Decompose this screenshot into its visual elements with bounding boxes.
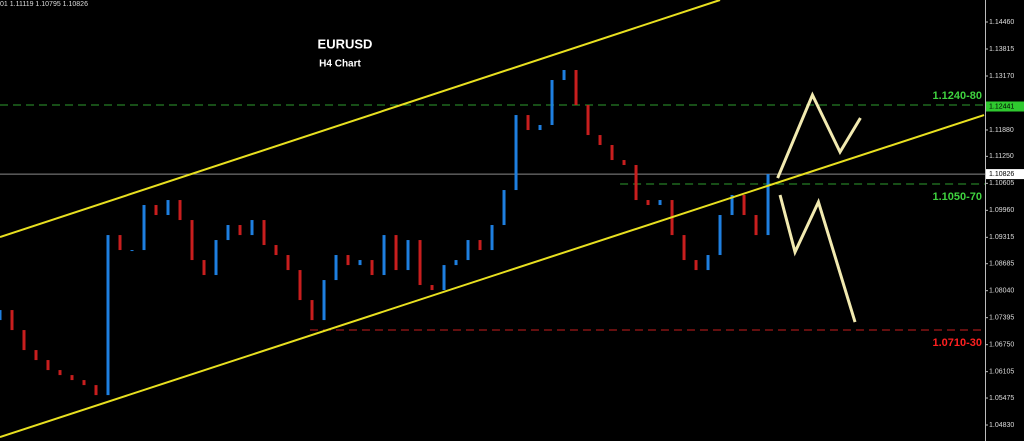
candle-body (658, 200, 662, 206)
candle-body (454, 260, 458, 266)
candle-body (466, 240, 470, 261)
level-label: 1.1050-70 (932, 191, 982, 203)
y-tick-label: 1.06105 (989, 369, 1014, 376)
candle-body (586, 104, 590, 136)
candle-body (706, 255, 710, 271)
candle-body (274, 245, 278, 256)
candle-body (118, 235, 122, 251)
candle-body (214, 240, 218, 276)
candle-body (742, 195, 746, 216)
candle-body (226, 225, 230, 241)
projection-path (778, 194, 857, 323)
candle-body (754, 215, 758, 236)
candle-body (490, 225, 494, 251)
candle-body (766, 174, 770, 236)
candle-body (34, 350, 38, 361)
candle-body (562, 70, 566, 81)
trendline (0, 0, 721, 238)
price-label-box (986, 101, 1024, 112)
candle-body (202, 260, 206, 276)
y-tick-label: 1.11250 (989, 153, 1014, 160)
candle-body (346, 255, 350, 266)
candle-body (334, 255, 338, 281)
candle-body (190, 220, 194, 261)
candle-body (622, 160, 626, 166)
y-tick-label: 1.11880 (989, 127, 1014, 134)
candle-body (82, 380, 86, 386)
candle-body (250, 220, 254, 236)
candle-body (634, 165, 638, 201)
candle-body (130, 250, 134, 252)
chart-title: EURUSD (318, 36, 373, 51)
y-tick-label: 1.08685 (989, 261, 1014, 268)
candle-body (550, 80, 554, 126)
candle-body (358, 260, 362, 266)
candle-body (574, 70, 578, 105)
candle-body (430, 285, 434, 291)
y-tick-label: 1.05475 (989, 395, 1014, 402)
candle-body (238, 225, 242, 236)
candle-body (322, 280, 326, 321)
candle-body (406, 240, 410, 271)
candle-body (394, 235, 398, 271)
candle-body (58, 370, 62, 376)
candle-body (730, 195, 734, 216)
candle-body (166, 200, 170, 216)
candle-body (46, 360, 50, 371)
candle-body (418, 240, 422, 286)
price-label-box (986, 169, 1024, 180)
projection-path (776, 91, 862, 179)
chart-subtitle: H4 Chart (319, 59, 361, 70)
y-tick-label: 1.06750 (989, 342, 1014, 349)
level-label: 1.1240-80 (932, 90, 982, 102)
candle-body (718, 215, 722, 256)
candle-body (298, 270, 302, 301)
candle-body (0, 310, 2, 321)
candle-body (370, 260, 374, 276)
price-label: 1.10826 (989, 171, 1014, 178)
candle-body (262, 220, 266, 246)
candle-body (646, 200, 650, 206)
candle-body (382, 235, 386, 276)
candle-body (538, 125, 542, 131)
y-tick-label: 1.10605 (989, 180, 1014, 187)
info-text: 01 1.11119 1.10795 1.10826 (0, 1, 88, 8)
candle-body (598, 135, 602, 146)
price-label: 1.12441 (989, 103, 1014, 110)
candle-body (442, 265, 446, 291)
candle-body (22, 330, 26, 351)
candle-body (106, 235, 110, 396)
candle-body (526, 115, 530, 131)
candle-body (682, 235, 686, 261)
trendline (0, 114, 985, 439)
candle-body (10, 310, 14, 331)
y-tick-label: 1.08040 (989, 288, 1014, 295)
y-tick-label: 1.09960 (989, 207, 1014, 214)
candle-body (178, 200, 182, 221)
candle-body (70, 375, 74, 381)
candle-body (94, 385, 98, 396)
candle-body (694, 260, 698, 271)
level-label: 1.0710-30 (932, 337, 982, 349)
candle-body (286, 255, 290, 271)
y-tick-label: 1.14460 (989, 19, 1014, 26)
candle-body (142, 205, 146, 251)
candle-body (502, 190, 506, 226)
y-tick-label: 1.13170 (989, 73, 1014, 80)
candle-body (478, 240, 482, 251)
candle-body (154, 205, 158, 216)
y-tick-label: 1.09315 (989, 234, 1014, 241)
candle-body (610, 145, 614, 161)
y-tick-label: 1.13815 (989, 46, 1014, 53)
y-tick-label: 1.04830 (989, 422, 1014, 429)
candle-body (310, 300, 314, 321)
candle-body (514, 115, 518, 191)
y-tick-label: 1.07395 (989, 315, 1014, 322)
